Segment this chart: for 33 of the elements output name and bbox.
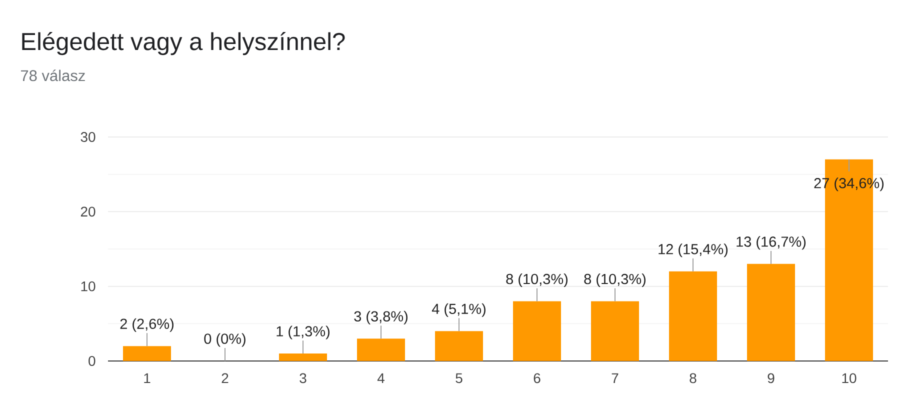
x-tick-label: 10 xyxy=(842,373,856,384)
bar xyxy=(357,338,406,361)
y-tick-label: 0 xyxy=(88,356,96,366)
x-tick-label: 2 xyxy=(222,373,228,383)
bar xyxy=(123,346,172,361)
x-tick-label: 7 xyxy=(612,373,618,383)
y-tick-label: 10 xyxy=(81,281,96,292)
data-label: 12 (15,4%) xyxy=(658,244,728,258)
bar xyxy=(747,264,796,361)
bar xyxy=(513,301,562,361)
chart-subtitle: 78 válasz xyxy=(21,70,85,82)
bar xyxy=(279,354,328,361)
y-tick-label: 20 xyxy=(80,206,96,217)
bar xyxy=(591,301,640,361)
data-label: 13 (16,7%) xyxy=(736,236,806,250)
data-label: 3 (3,8%) xyxy=(354,310,408,324)
data-label: 8 (10,3%) xyxy=(506,274,568,288)
bar xyxy=(435,331,484,361)
x-tick-label: 9 xyxy=(768,373,774,384)
data-label: 4 (5,1%) xyxy=(432,303,486,317)
chart-title: Elégedett vagy a helyszínnel? xyxy=(22,32,345,56)
x-tick-label: 4 xyxy=(377,373,384,383)
y-tick-label: 30 xyxy=(80,132,96,142)
bar xyxy=(669,271,718,361)
x-tick-label: 5 xyxy=(456,373,462,384)
x-tick-label: 3 xyxy=(300,373,306,384)
data-label: 8 (10,3%) xyxy=(584,274,646,288)
data-label: 0 (0%) xyxy=(204,333,246,347)
x-tick-label: 6 xyxy=(534,373,540,384)
x-tick-label: 1 xyxy=(144,373,150,383)
data-label: 1 (1,3%) xyxy=(276,326,330,340)
data-label: 2 (2,6%) xyxy=(120,318,174,332)
x-tick-label: 8 xyxy=(690,373,696,384)
